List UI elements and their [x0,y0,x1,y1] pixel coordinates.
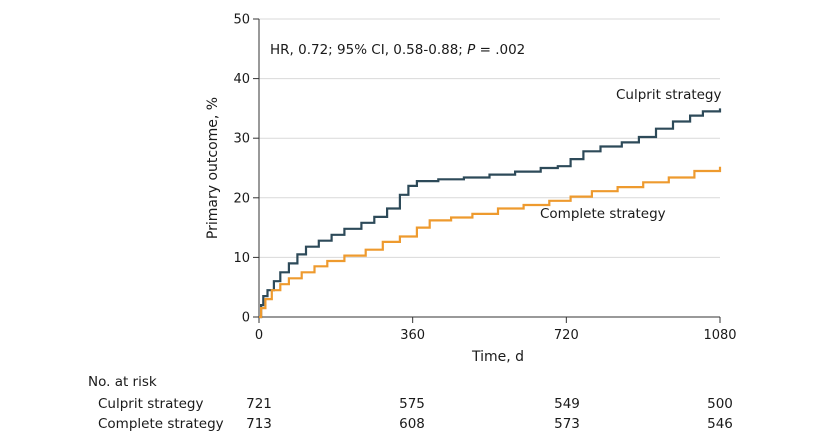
y-tick-label-0: 0 [242,311,250,326]
x-tick-label-360: 360 [400,328,425,343]
y-tick-label-40: 40 [233,72,250,87]
x-axis-title: Time, d [471,349,524,365]
survival-curves [259,108,722,319]
risk-complete-0: 713 [246,416,272,432]
risk-culprit-1080: 500 [707,396,733,412]
x-tick-label-0: 0 [255,328,263,343]
risk-table: No. at risk Culprit strategy Complete st… [88,374,733,432]
series-label-culprit: Culprit strategy [616,87,722,103]
risk-complete-1080: 546 [707,416,733,432]
risk-row-label-culprit: Culprit strategy [98,396,204,412]
series-label-complete: Complete strategy [540,206,666,222]
risk-complete-720: 573 [554,416,580,432]
curve-culprit-strategy [259,108,722,319]
hazard-ratio-annotation: HR, 0.72; 95% CI, 0.58-0.88; P = .002 [270,42,525,58]
y-tick-label-30: 30 [233,132,250,147]
risk-complete-360: 608 [399,416,425,432]
gridlines [259,18,720,258]
x-tick-label-720: 720 [554,328,579,343]
y-tick-label-20: 20 [233,191,250,206]
hr-ci-text: HR, 0.72; 95% CI, 0.58-0.88; [270,42,467,58]
p-label: P [467,42,476,58]
y-tick-label-10: 10 [233,251,250,266]
y-axis-title: Primary outcome, % [205,97,221,239]
risk-culprit-720: 549 [554,396,580,412]
risk-culprit-360: 575 [399,396,425,412]
y-axis: 0 10 20 30 40 50 [233,13,260,326]
x-axis: 0 360 720 1080 [255,316,737,343]
y-tick-label-50: 50 [233,13,250,28]
x-tick-label-1080: 1080 [703,328,736,343]
risk-row-label-complete: Complete strategy [98,416,224,432]
curve-complete-strategy [259,166,722,319]
p-value: = .002 [475,42,525,58]
risk-culprit-0: 721 [246,396,272,412]
risk-table-header: No. at risk [88,374,157,390]
